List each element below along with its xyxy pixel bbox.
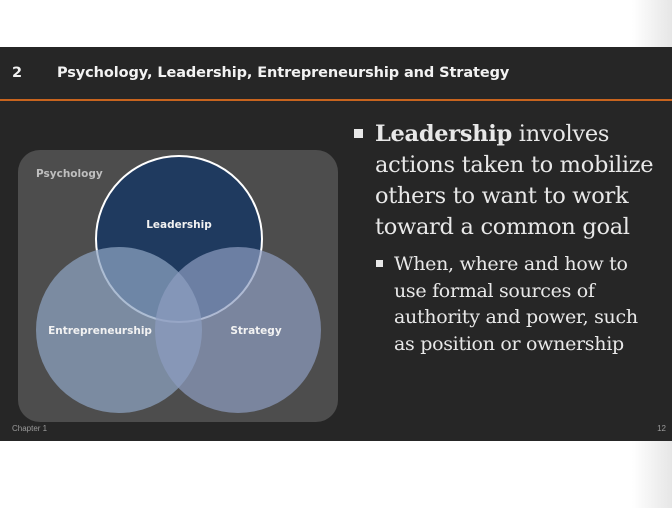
bullet-main: Leadership involves actions taken to mob…: [352, 119, 662, 243]
footer-chapter: Chapter 1: [12, 424, 48, 433]
entrepreneurship-label: Entrepreneurship: [48, 325, 152, 337]
footer-page-number: 12: [657, 424, 666, 433]
strategy-circle: [155, 247, 321, 413]
bullet-sub-text: When, where and how to use formal source…: [394, 253, 638, 355]
square-bullet-icon: [376, 260, 383, 267]
bullet-list: Leadership involves actions taken to mob…: [352, 119, 662, 357]
bullet-main-term: Leadership: [375, 121, 512, 147]
slide-title: Psychology, Leadership, Entrepreneurship…: [57, 65, 510, 81]
slide-header: 2 Psychology, Leadership, Entrepreneursh…: [0, 47, 672, 99]
strategy-label: Strategy: [230, 325, 282, 337]
square-bullet-icon: [354, 129, 363, 138]
bullet-main-text: involves actions taken to mobilize other…: [375, 121, 654, 240]
psychology-label: Psychology: [36, 168, 103, 180]
slide-number: 2: [12, 65, 22, 81]
venn-diagram: Psychology Leadership Entrepreneurship S…: [18, 150, 338, 422]
slide: 2 Psychology, Leadership, Entrepreneursh…: [0, 47, 672, 441]
bullet-sub: When, where and how to use formal source…: [352, 251, 662, 357]
entrepreneurship-circle: [36, 247, 202, 413]
title-divider: [0, 99, 672, 101]
leadership-label: Leadership: [146, 219, 212, 231]
